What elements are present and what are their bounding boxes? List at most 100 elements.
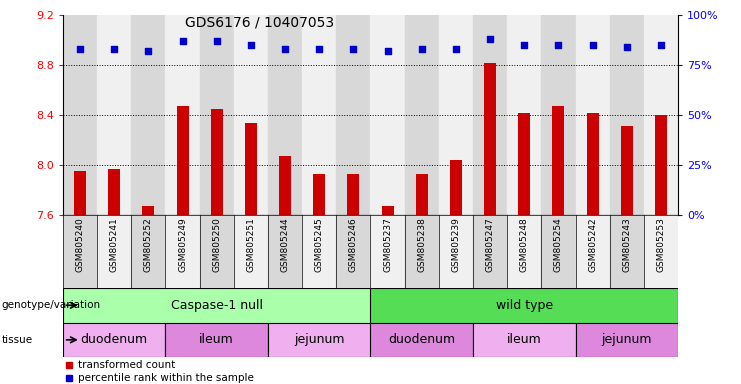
Bar	[74, 171, 86, 215]
Text: GSM805243: GSM805243	[622, 217, 631, 272]
Bar	[644, 215, 678, 288]
Bar	[416, 174, 428, 215]
Bar	[268, 323, 370, 357]
Bar	[97, 215, 131, 288]
Bar	[518, 113, 531, 215]
Bar	[142, 206, 154, 215]
Bar	[644, 15, 678, 215]
Bar	[587, 113, 599, 215]
Bar	[268, 215, 302, 288]
Bar	[165, 323, 268, 357]
Text: GSM805251: GSM805251	[247, 217, 256, 272]
Text: GSM805245: GSM805245	[315, 217, 324, 272]
Bar	[542, 215, 576, 288]
Text: GSM805240: GSM805240	[76, 217, 84, 272]
Point	[313, 46, 325, 52]
Bar	[165, 215, 199, 288]
Text: GSM805250: GSM805250	[212, 217, 222, 272]
Text: GSM805244: GSM805244	[281, 217, 290, 272]
Text: GSM805237: GSM805237	[383, 217, 392, 272]
Point	[348, 46, 359, 52]
Text: GSM805252: GSM805252	[144, 217, 153, 272]
Bar	[234, 15, 268, 215]
Text: ileum: ileum	[507, 333, 542, 346]
Bar	[473, 15, 507, 215]
Point	[74, 46, 86, 52]
Bar	[507, 15, 542, 215]
Bar	[63, 288, 370, 323]
Text: GSM805247: GSM805247	[485, 217, 494, 272]
Bar	[439, 15, 473, 215]
Point	[279, 46, 291, 52]
Bar	[313, 174, 325, 215]
Text: duodenum: duodenum	[388, 333, 455, 346]
Bar	[576, 215, 610, 288]
Bar	[302, 215, 336, 288]
Point	[108, 46, 120, 52]
Bar	[279, 156, 291, 215]
Bar	[370, 288, 678, 323]
Bar	[450, 160, 462, 215]
Text: GSM805238: GSM805238	[417, 217, 426, 272]
Text: genotype/variation: genotype/variation	[1, 300, 101, 310]
Bar	[473, 323, 576, 357]
Bar	[370, 215, 405, 288]
Bar	[507, 215, 542, 288]
Bar	[405, 215, 439, 288]
Text: jejunum: jejunum	[602, 333, 652, 346]
Bar	[576, 323, 678, 357]
Point	[518, 42, 530, 48]
Text: percentile rank within the sample: percentile rank within the sample	[79, 373, 254, 383]
Bar	[63, 323, 165, 357]
Point	[245, 42, 257, 48]
Text: transformed count: transformed count	[79, 360, 176, 370]
Text: GSM805246: GSM805246	[349, 217, 358, 272]
Text: wild type: wild type	[496, 299, 553, 312]
Bar	[131, 15, 165, 215]
Bar	[199, 15, 234, 215]
Bar	[336, 215, 370, 288]
Point	[176, 38, 188, 45]
Bar	[370, 15, 405, 215]
Text: GSM805254: GSM805254	[554, 217, 563, 272]
Bar	[610, 15, 644, 215]
Bar	[97, 15, 131, 215]
Bar	[245, 122, 257, 215]
Bar	[199, 215, 234, 288]
Text: tissue: tissue	[1, 335, 33, 345]
Bar	[370, 323, 473, 357]
Bar	[610, 215, 644, 288]
Point	[450, 46, 462, 52]
Point	[210, 38, 222, 45]
Point	[621, 44, 633, 50]
Bar	[439, 215, 473, 288]
Bar	[405, 15, 439, 215]
Bar	[336, 15, 370, 215]
Bar	[542, 15, 576, 215]
Bar	[576, 15, 610, 215]
Text: Caspase-1 null: Caspase-1 null	[170, 299, 263, 312]
Bar	[165, 15, 199, 215]
Text: ileum: ileum	[199, 333, 234, 346]
Bar	[348, 174, 359, 215]
Point	[587, 42, 599, 48]
Bar	[382, 206, 393, 215]
Text: GSM805253: GSM805253	[657, 217, 665, 272]
Bar	[473, 215, 507, 288]
Point	[382, 48, 393, 55]
Bar	[553, 106, 565, 215]
Bar	[234, 215, 268, 288]
Point	[655, 42, 667, 48]
Text: GDS6176 / 10407053: GDS6176 / 10407053	[185, 15, 334, 29]
Text: jejunum: jejunum	[294, 333, 345, 346]
Bar	[108, 169, 120, 215]
Text: GSM805248: GSM805248	[519, 217, 529, 272]
Bar	[210, 109, 223, 215]
Point	[553, 42, 565, 48]
Text: duodenum: duodenum	[81, 333, 147, 346]
Bar	[484, 63, 496, 215]
Point	[142, 48, 154, 55]
Bar	[63, 215, 97, 288]
Text: GSM805241: GSM805241	[110, 217, 119, 272]
Text: GSM805239: GSM805239	[451, 217, 460, 272]
